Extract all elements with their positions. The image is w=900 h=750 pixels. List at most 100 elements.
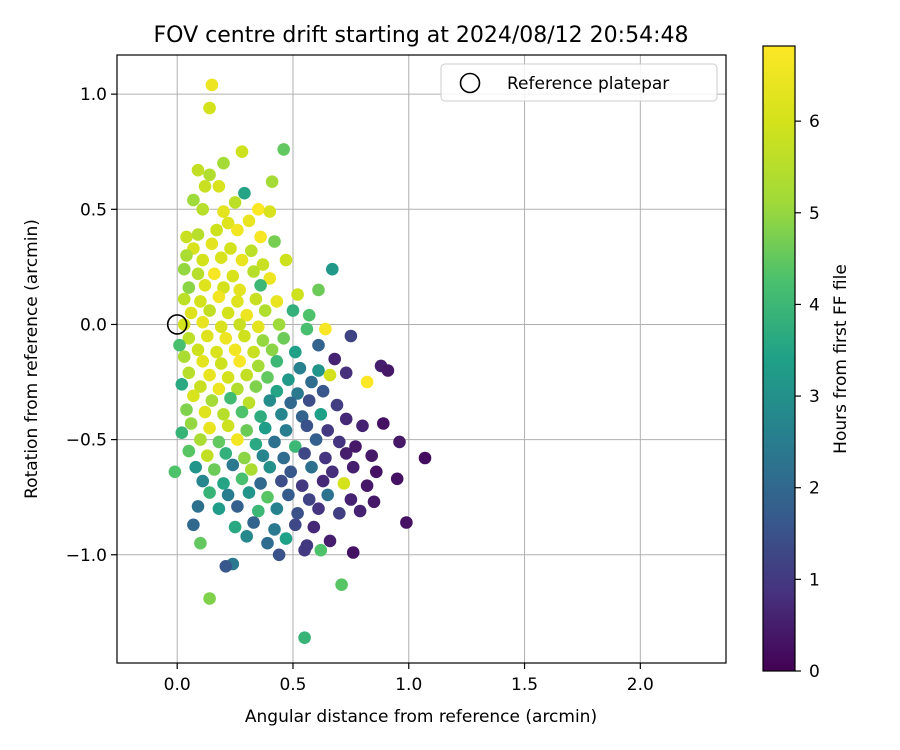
data-point [249,380,263,393]
data-point [233,318,246,331]
data-point [180,403,193,417]
data-point [316,474,330,488]
data-point [265,343,279,357]
data-point [240,530,253,543]
data-point [356,419,369,433]
data-point [198,180,212,193]
data-point [272,318,286,331]
data-point [221,306,235,320]
data-point [251,203,265,216]
data-point [289,345,302,359]
data-point [247,516,260,529]
data-point [312,283,325,297]
data-point [247,265,260,278]
plot-frame [116,54,727,664]
x-axis-ticks: 0.0 0.5 1.0 1.5 2.0 [164,663,654,695]
data-point [323,368,337,382]
data-point [191,500,205,513]
data-point [196,474,209,488]
data-point [256,334,270,347]
data-point [272,548,286,562]
data-point [370,465,383,479]
data-point [381,364,395,377]
data-point [275,474,288,488]
data-point [184,306,198,320]
x-tick-label: 1.5 [511,675,538,695]
data-point [284,396,298,410]
data-point [173,338,186,352]
data-point [321,488,335,502]
data-point [212,382,226,396]
colorbar-gradient [762,45,796,672]
data-point [277,332,291,345]
data-point [258,421,272,435]
colorbar-ticks: 0 1 2 3 4 5 6 [795,112,820,682]
data-point [194,380,207,393]
data-point [418,451,432,465]
data-point [254,230,267,244]
data-point [277,451,291,465]
data-point [194,295,207,308]
colorbar-tick-label: 0 [809,662,820,682]
data-point [203,101,216,115]
x-tick-label: 0.0 [164,675,191,695]
data-point [245,463,258,476]
data-point [196,203,209,216]
data-point [187,389,200,403]
data-point [226,458,240,472]
y-axis-label: Rotation from reference (arcmin) [22,219,42,499]
data-point [393,435,406,449]
data-point [360,375,374,389]
data-point [235,405,249,419]
data-point [275,408,288,421]
data-point [242,214,256,228]
data-point [339,366,353,380]
data-point [198,279,212,292]
data-point [286,304,300,317]
y-axis-ticks: 1.0 0.5 0.0 −0.5 −1.0 [66,85,117,566]
data-point [346,546,360,559]
data-point [270,355,284,368]
data-point [400,516,413,529]
data-point [300,419,314,433]
data-point [279,532,293,545]
colorbar-tick-label: 1 [809,570,820,590]
data-point [365,449,379,463]
data-point [187,193,200,207]
data-point [261,371,274,384]
data-point [242,486,256,499]
data-point [224,391,237,405]
data-point [251,504,265,518]
data-point [231,295,244,308]
data-point [238,186,251,200]
data-point [312,364,325,377]
data-point [291,387,304,400]
data-point [263,272,277,285]
data-point [180,230,193,244]
data-point [231,500,244,513]
colorbar-tick-label: 3 [809,387,820,407]
data-point [191,163,205,177]
data-point [217,156,230,170]
data-point [261,490,274,504]
data-point [254,477,267,490]
legend: Reference platepar [440,63,718,102]
data-point [263,460,277,474]
y-tick-label: 0.0 [80,315,107,335]
data-point [219,332,233,345]
chart-title: FOV centre drift starting at 2024/08/12 … [154,23,689,48]
data-point [256,258,270,271]
data-point [201,449,214,463]
data-point [284,465,298,479]
data-point [212,180,226,193]
data-point [321,424,335,437]
data-point [245,244,258,258]
data-point [339,447,353,460]
data-point [217,408,230,421]
data-point [346,460,360,474]
data-point [231,382,244,396]
data-point [208,463,221,476]
data-point [208,267,221,281]
data-point [312,502,325,515]
data-point [219,447,233,460]
